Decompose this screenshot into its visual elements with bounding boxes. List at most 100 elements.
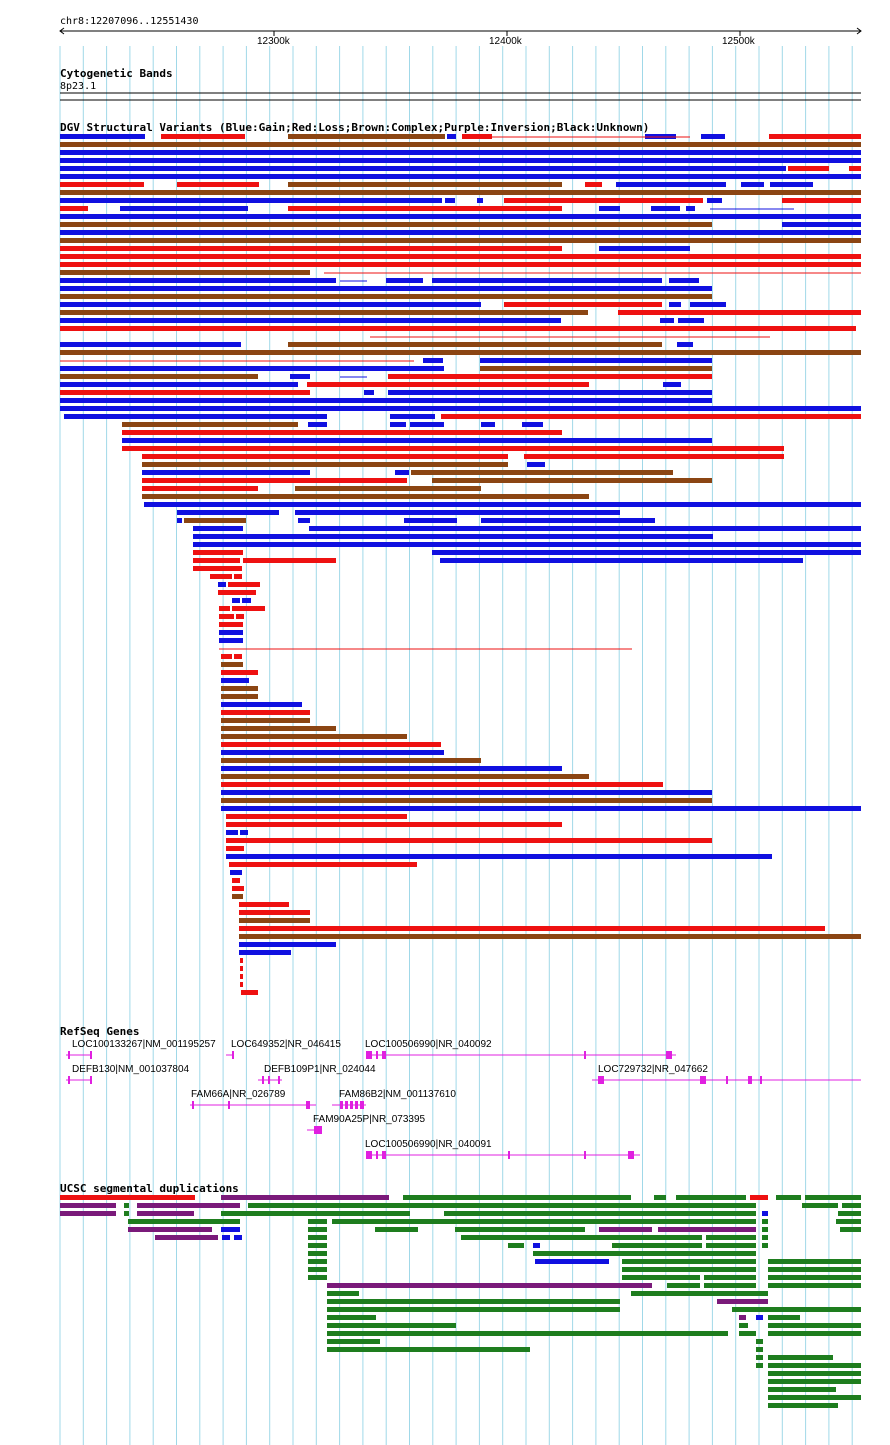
segdup-bar xyxy=(756,1315,763,1320)
segdup-bar xyxy=(221,1211,410,1216)
dgv-variant-bar xyxy=(177,518,182,523)
dgv-variant-bar xyxy=(522,422,543,427)
dgv-variant-bar xyxy=(177,510,279,515)
gene-label[interactable]: FAM90A25P|NR_073395 xyxy=(313,1114,426,1125)
dgv-variant-bar xyxy=(239,942,336,947)
gene-exon xyxy=(760,1076,762,1084)
dgv-variant-bar xyxy=(388,374,712,379)
gene-label[interactable]: LOC729732|NR_047662 xyxy=(598,1064,708,1075)
segdup-bar xyxy=(768,1331,861,1336)
dgv-variant-bar xyxy=(142,454,508,459)
dgv-variant-bar xyxy=(219,630,243,635)
dgv-variant-bar xyxy=(477,198,483,203)
dgv-variant-bar xyxy=(411,470,673,475)
tick-label-1: 12300k xyxy=(257,36,291,47)
segdup-bar xyxy=(533,1251,756,1256)
dgv-track-title: DGV Structural Variants (Blue:Gain;Red:L… xyxy=(60,121,649,134)
segdup-bar xyxy=(308,1251,327,1256)
segdup-bar xyxy=(455,1227,585,1232)
gene-exon xyxy=(268,1076,270,1084)
segdup-bar xyxy=(654,1195,666,1200)
dgv-variant-bar xyxy=(230,870,242,875)
segdup-bar xyxy=(327,1331,728,1336)
cytoband-track[interactable]: Cytogenetic Bands 8p23.1 xyxy=(60,67,861,101)
segdup-bar xyxy=(137,1203,240,1208)
segdup-bar xyxy=(768,1403,838,1408)
dgv-variant-bar xyxy=(226,814,407,819)
dgv-variant-bar xyxy=(618,310,861,315)
segdup-bar xyxy=(375,1227,418,1232)
dgv-variant-bar xyxy=(686,206,695,211)
dgv-variant-bar xyxy=(410,422,444,427)
segdup-bar xyxy=(155,1235,218,1240)
dgv-track[interactable]: DGV Structural Variants (Blue:Gain;Red:L… xyxy=(60,121,861,995)
dgv-variant-bar xyxy=(60,254,861,259)
segdup-bar xyxy=(327,1291,359,1296)
dgv-variant-bar xyxy=(462,134,492,139)
dgv-variant-bar xyxy=(60,286,712,291)
segdup-bar xyxy=(768,1259,861,1264)
segdup-bar xyxy=(750,1195,768,1200)
segdup-bar xyxy=(762,1211,768,1216)
dgv-variant-bar xyxy=(60,134,145,139)
segdup-bar xyxy=(461,1235,702,1240)
segdup-bar xyxy=(676,1195,746,1200)
gene-label[interactable]: LOC100506990|NR_040091 xyxy=(365,1139,492,1150)
segdup-bar xyxy=(768,1379,861,1384)
dgv-variant-bar xyxy=(142,470,310,475)
dgv-variant-bar xyxy=(236,614,244,619)
gene-label[interactable]: FAM86B2|NM_001137610 xyxy=(339,1089,456,1100)
dgv-variant-bar xyxy=(60,174,861,179)
gene-models[interactable] xyxy=(66,1051,861,1159)
dgv-variant-bar xyxy=(788,166,829,171)
dgv-variant-bar xyxy=(221,790,712,795)
dgv-variant-bar xyxy=(60,366,444,371)
dgv-variant-bar xyxy=(242,598,251,603)
dgv-variant-bar xyxy=(60,198,442,203)
segdup-bar xyxy=(124,1203,129,1208)
segdup-features[interactable] xyxy=(60,1195,861,1408)
segdup-track[interactable]: UCSC segmental duplications xyxy=(60,1182,861,1408)
dgv-variant-bar xyxy=(193,534,713,539)
segdup-bar xyxy=(768,1363,861,1368)
segdup-bar xyxy=(717,1299,768,1304)
dgv-variant-bar xyxy=(660,318,674,323)
dgv-variant-bar xyxy=(243,558,336,563)
segdup-bar xyxy=(658,1227,756,1232)
segdup-bar xyxy=(234,1235,242,1240)
dgv-variant-bar xyxy=(218,590,256,595)
segdup-bar xyxy=(706,1243,756,1248)
dgv-variant-bar xyxy=(221,686,258,691)
segdup-bar xyxy=(308,1235,327,1240)
dgv-variant-bar xyxy=(221,678,249,683)
gene-label[interactable]: DEFB109P1|NR_024044 xyxy=(264,1064,376,1075)
dgv-variant-bar xyxy=(234,574,242,579)
dgv-variant-bar xyxy=(782,222,861,227)
dgv-variant-bar xyxy=(60,310,588,315)
dgv-variant-bar xyxy=(60,158,861,163)
dgv-variant-bar xyxy=(240,830,248,835)
segdup-bar xyxy=(403,1195,631,1200)
dgv-variant-bar xyxy=(60,318,561,323)
dgv-features[interactable] xyxy=(60,134,861,995)
dgv-variant-bar xyxy=(221,726,336,731)
gene-label[interactable]: DEFB130|NM_001037804 xyxy=(72,1064,190,1075)
segdup-bar xyxy=(60,1203,116,1208)
dgv-variant-bar xyxy=(60,390,310,395)
gene-label[interactable]: LOC100133267|NM_001195257 xyxy=(72,1039,216,1050)
dgv-variant-bar xyxy=(221,782,663,787)
gene-label[interactable]: LOC100506990|NR_040092 xyxy=(365,1039,492,1050)
dgv-variant-bar xyxy=(701,134,725,139)
dgv-variant-bar xyxy=(226,854,772,859)
gene-label[interactable]: LOC649352|NR_046415 xyxy=(231,1039,341,1050)
gene-exon xyxy=(90,1051,92,1059)
dgv-variant-bar xyxy=(219,606,230,611)
segdup-bar xyxy=(838,1211,861,1216)
segdup-bar xyxy=(327,1315,376,1320)
dgv-variant-bar xyxy=(122,430,562,435)
gene-label[interactable]: FAM66A|NR_026789 xyxy=(191,1089,286,1100)
segdup-bar xyxy=(221,1227,240,1232)
dgv-variant-bar xyxy=(707,198,722,203)
refseq-track[interactable]: RefSeq Genes LOC100133267|NM_001195257 L… xyxy=(60,1025,861,1159)
